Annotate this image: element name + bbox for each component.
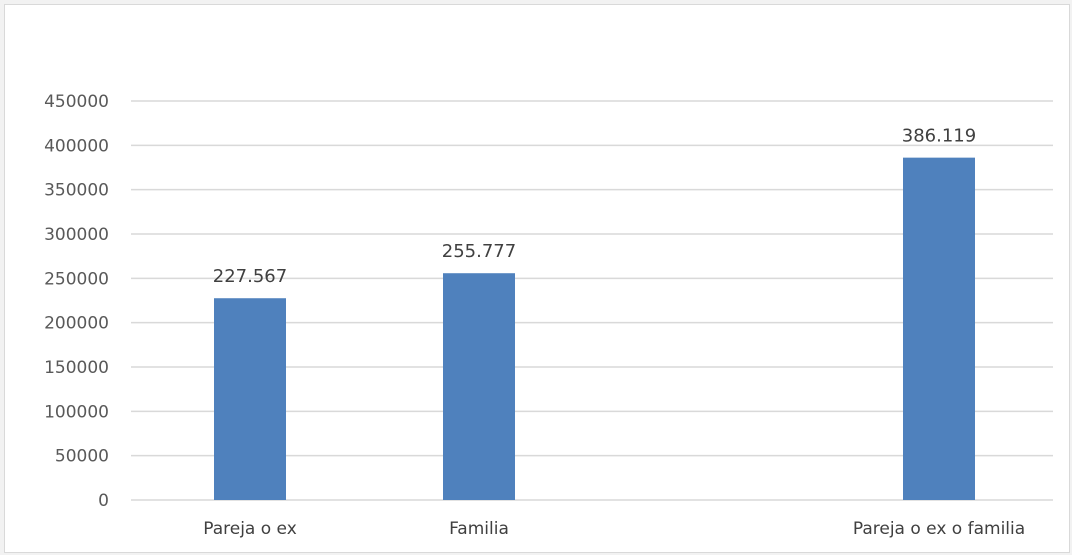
bar-chart: 0 50000 100000 150000 200000 250000 300000 3500…: [44, 92, 1053, 539]
y-tick-label: 50000: [55, 447, 109, 467]
data-label: 255.777: [442, 241, 516, 262]
data-labels: 227.567 255.777 386.119: [213, 126, 976, 288]
y-tick-label: 150000: [44, 358, 109, 378]
y-tick-label: 200000: [44, 314, 109, 334]
y-tick-label: 100000: [44, 402, 109, 422]
data-label: 386.119: [902, 126, 976, 147]
y-tick-label: 0: [98, 491, 109, 511]
bar: [443, 273, 515, 500]
chart-frame: 0 50000 100000 150000 200000 250000 300000 3500…: [4, 4, 1070, 553]
data-label: 227.567: [213, 266, 287, 287]
bar: [903, 157, 975, 500]
x-axis-categories: Pareja o ex Familia Pareja o ex o familia: [203, 519, 1025, 539]
x-category-label: Pareja o ex o familia: [853, 519, 1025, 539]
y-tick-label: 450000: [44, 92, 109, 112]
y-axis-ticks: 0 50000 100000 150000 200000 250000 300000 3500…: [44, 92, 109, 511]
y-tick-label: 350000: [44, 181, 109, 201]
x-category-label: Familia: [449, 519, 509, 539]
bars: [214, 157, 975, 500]
x-category-label: Pareja o ex: [203, 519, 297, 539]
bar: [214, 298, 286, 500]
y-tick-label: 400000: [44, 136, 109, 156]
y-tick-label: 250000: [44, 269, 109, 289]
y-tick-label: 300000: [44, 225, 109, 245]
